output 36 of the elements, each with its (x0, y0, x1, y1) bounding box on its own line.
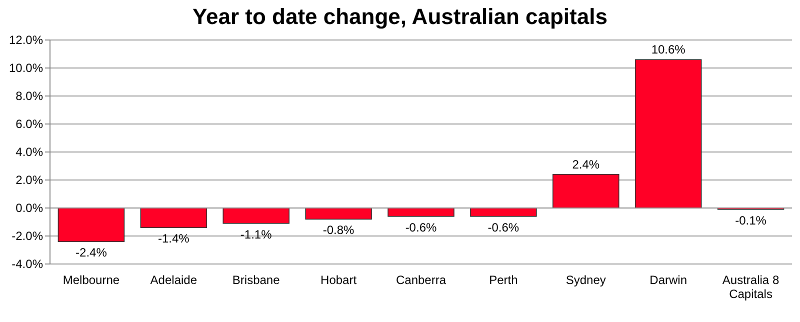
bar (552, 174, 620, 208)
x-tick-label: Hobart (320, 273, 358, 287)
x-tick-label: Australia 8 Capitals (722, 273, 780, 301)
y-tick-label: 10.0% (8, 61, 44, 76)
bar (222, 208, 290, 224)
bar (388, 208, 454, 217)
y-tick-label: -2.0% (12, 229, 44, 244)
x-tick-label: Melbourne (62, 273, 120, 287)
y-tick-label: 6.0% (16, 117, 44, 132)
data-label: -1.1% (240, 227, 272, 242)
data-label: -1.4% (158, 232, 190, 246)
data-label: -0.8% (322, 223, 355, 238)
data-label: -0.6% (488, 220, 520, 234)
data-label: 10.6% (651, 42, 686, 57)
x-tick-label: Perth (489, 273, 518, 287)
y-tick-label: 8.0% (16, 89, 44, 104)
data-label: -2.4% (76, 246, 108, 260)
y-tick-label: 12.0% (8, 33, 44, 48)
y-tick-label: -4.0% (12, 257, 44, 272)
bar (470, 208, 537, 217)
bar (305, 208, 372, 220)
x-tick-label: Darwin (650, 273, 688, 287)
chart-title: Year to date change, Australian capitals (192, 4, 608, 29)
x-tick-label: Sydney (566, 273, 606, 287)
bar (634, 59, 702, 208)
y-tick-label: 0.0% (16, 201, 44, 216)
y-tick-label: 2.0% (16, 173, 44, 188)
x-tick-label: Brisbane (232, 273, 280, 287)
data-label: -0.6% (405, 220, 437, 234)
y-tick-label: 4.0% (16, 145, 44, 160)
data-label: -0.1% (735, 213, 767, 228)
bar (140, 208, 208, 228)
x-tick-label: Adelaide (150, 273, 198, 287)
data-label: 2.4% (572, 157, 600, 172)
x-tick-label: Canberra (396, 273, 446, 287)
bar (58, 208, 125, 242)
